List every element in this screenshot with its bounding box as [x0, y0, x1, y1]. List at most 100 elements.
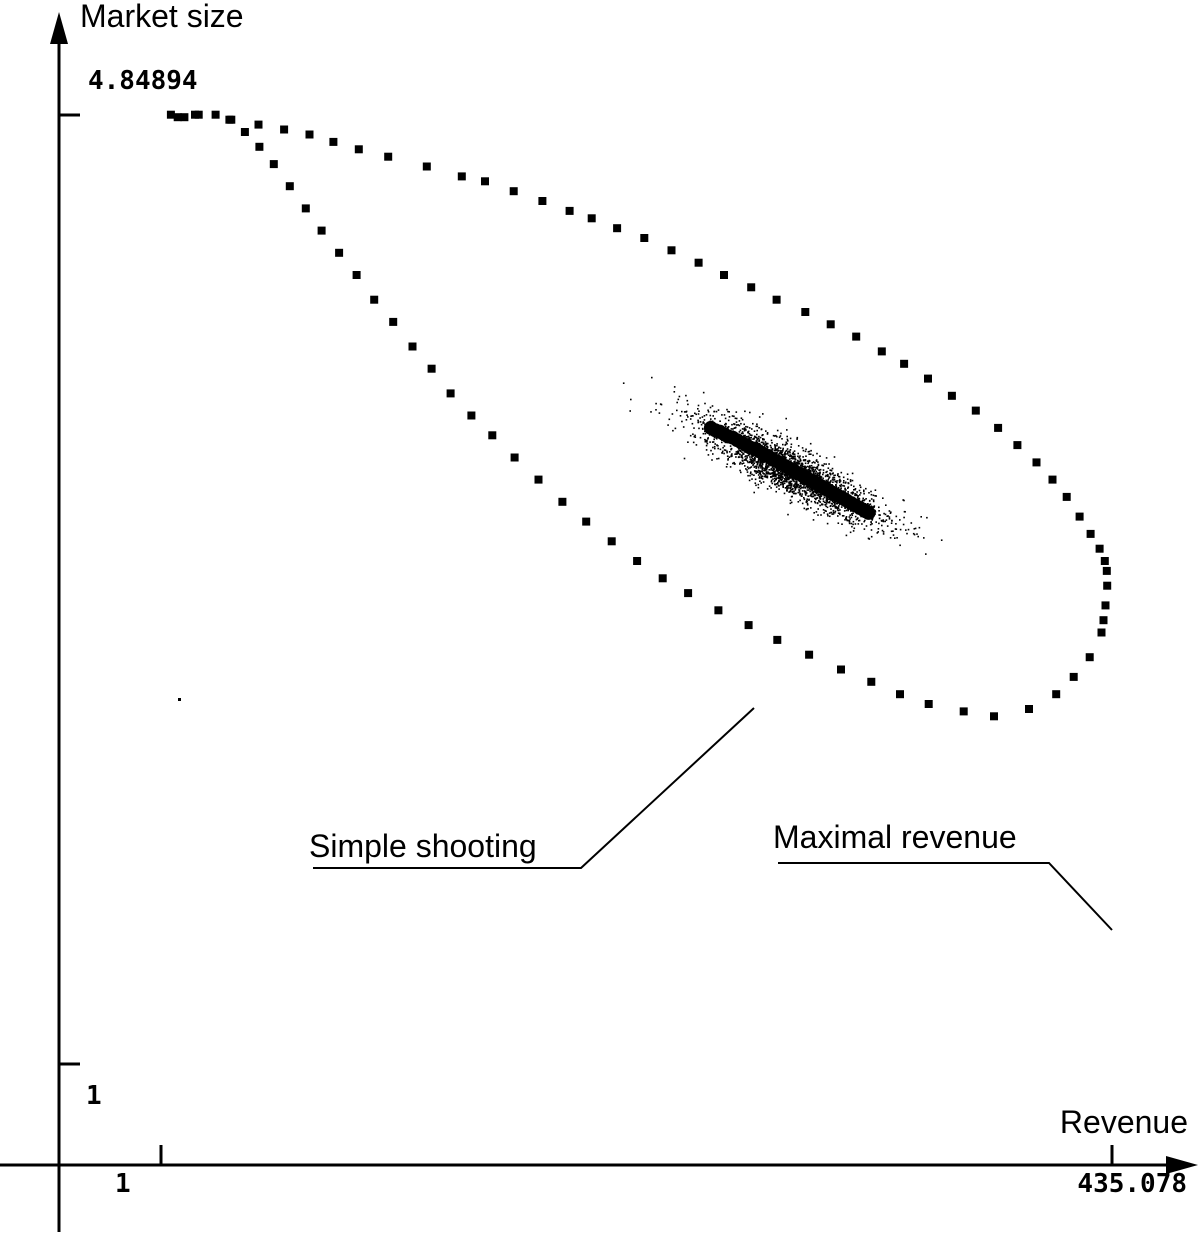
cloud-point — [786, 429, 788, 431]
cloud-point — [859, 486, 862, 489]
cloud-point — [832, 513, 835, 515]
cloud-point — [766, 467, 768, 469]
cloud-point — [813, 470, 816, 472]
cloud-point — [830, 502, 833, 505]
cloud-point — [810, 464, 813, 467]
cloud-point — [763, 438, 765, 441]
cloud-point — [783, 473, 786, 476]
cloud-point — [820, 476, 823, 478]
cloud-point — [757, 486, 760, 489]
cloud-point — [808, 499, 810, 501]
cloud-point — [808, 465, 811, 467]
cloud-point — [811, 495, 813, 498]
cloud-point — [812, 493, 814, 495]
cloud-point — [753, 435, 756, 438]
cloud-point — [771, 448, 773, 451]
cloud-point — [826, 480, 829, 483]
cloud-point — [765, 472, 767, 474]
x-axis-title: Revenue — [1060, 1104, 1188, 1140]
cloud-point — [830, 508, 832, 510]
cloud-point — [779, 483, 782, 486]
cloud-point — [694, 434, 696, 437]
cloud-point — [753, 437, 755, 440]
cloud-point — [782, 455, 785, 458]
cloud-point — [816, 494, 818, 496]
cloud-point — [655, 402, 657, 405]
cloud-point — [764, 443, 766, 445]
cloud-point — [861, 523, 863, 525]
cloud-point — [766, 432, 769, 434]
cloud-point — [727, 426, 730, 428]
cloud-point — [816, 502, 819, 505]
cloud-point — [815, 511, 818, 513]
cloud-point — [863, 492, 865, 495]
boundary-point — [1102, 566, 1111, 575]
cloud-point — [740, 456, 742, 458]
cloud-point — [793, 485, 796, 487]
cloud-point — [732, 462, 734, 465]
cloud-point — [925, 553, 927, 555]
cloud-point — [742, 432, 744, 435]
cloud-point — [693, 427, 695, 429]
cloud-point — [757, 474, 760, 476]
cloud-point — [804, 493, 807, 496]
cloud-point — [757, 459, 760, 461]
cloud-point — [716, 437, 718, 440]
cloud-point — [845, 518, 848, 521]
cloud-point — [760, 428, 763, 431]
cloud-point — [749, 467, 751, 469]
cloud-point — [878, 522, 880, 525]
cloud-point — [795, 487, 797, 489]
cloud-point — [851, 513, 853, 515]
cloud-point — [848, 520, 851, 523]
cloud-point — [792, 479, 794, 482]
cloud-point — [843, 485, 846, 487]
cloud-point — [811, 488, 814, 491]
cloud-point — [794, 457, 796, 459]
cloud-point — [799, 455, 801, 457]
cloud-point — [804, 486, 807, 489]
cloud-point — [728, 411, 730, 413]
cloud-point — [757, 483, 760, 486]
cloud-point — [800, 459, 802, 462]
cloud-point — [747, 454, 750, 457]
cloud-point — [847, 487, 849, 489]
cloud-point — [794, 462, 797, 465]
cloud-point — [802, 456, 804, 458]
cloud-point — [852, 523, 854, 526]
cloud-point — [745, 459, 748, 461]
cloud-point — [710, 418, 712, 420]
cloud-point — [895, 523, 897, 525]
cloud-point — [727, 410, 729, 413]
cloud-point — [903, 499, 905, 502]
cloud-point — [735, 417, 738, 420]
cloud-point — [787, 513, 789, 516]
cloud-point — [798, 456, 801, 459]
cloud-point — [659, 403, 662, 405]
cloud-point — [810, 487, 812, 489]
cloud-point — [881, 520, 883, 522]
cloud-point — [703, 415, 706, 417]
cloud-point — [884, 513, 887, 516]
cloud-point — [699, 436, 702, 439]
cloud-point — [803, 498, 806, 501]
boundary-point — [280, 125, 289, 134]
cloud-point — [902, 523, 905, 526]
cloud-point — [847, 509, 849, 512]
cloud-point — [833, 456, 836, 458]
cloud-point — [806, 465, 809, 468]
cloud-point — [735, 451, 738, 453]
cloud-point — [758, 439, 760, 441]
cloud-point — [789, 451, 791, 454]
cloud-point — [763, 468, 766, 470]
cloud-point — [899, 519, 901, 521]
boundary-point — [269, 160, 278, 169]
boundary-point — [971, 406, 980, 415]
cloud-point — [713, 445, 716, 448]
cloud-point — [836, 474, 839, 477]
cloud-point — [803, 459, 805, 461]
cloud-point — [735, 411, 738, 413]
cloud-point — [784, 451, 786, 454]
boundary-point — [1095, 544, 1104, 553]
cloud-point — [707, 438, 709, 440]
